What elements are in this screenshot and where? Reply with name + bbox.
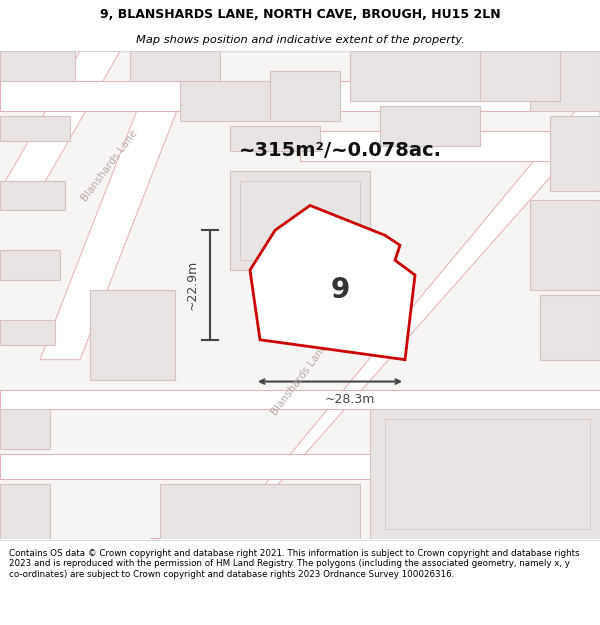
Polygon shape <box>0 51 600 539</box>
Polygon shape <box>0 81 600 111</box>
Polygon shape <box>40 51 200 359</box>
Polygon shape <box>380 106 480 146</box>
Polygon shape <box>350 51 510 101</box>
Polygon shape <box>180 81 270 121</box>
Text: Contains OS data © Crown copyright and database right 2021. This information is : Contains OS data © Crown copyright and d… <box>9 549 580 579</box>
Polygon shape <box>550 116 600 191</box>
Polygon shape <box>300 131 600 161</box>
Polygon shape <box>530 51 600 111</box>
Polygon shape <box>250 206 415 359</box>
Polygon shape <box>0 454 600 479</box>
Polygon shape <box>130 51 220 81</box>
Polygon shape <box>160 484 360 539</box>
Polygon shape <box>270 71 340 121</box>
Polygon shape <box>0 484 50 539</box>
Polygon shape <box>0 250 60 280</box>
Text: Blanshards Lane: Blanshards Lane <box>270 342 330 417</box>
Text: ~28.3m: ~28.3m <box>325 393 375 406</box>
Polygon shape <box>0 51 75 81</box>
Polygon shape <box>0 409 50 449</box>
Text: Map shows position and indicative extent of the property.: Map shows position and indicative extent… <box>136 35 464 45</box>
Text: Blanshards Lane: Blanshards Lane <box>80 128 140 203</box>
Polygon shape <box>0 51 120 191</box>
Text: 9: 9 <box>331 276 350 304</box>
Polygon shape <box>0 116 70 141</box>
Polygon shape <box>370 409 600 539</box>
Polygon shape <box>480 51 560 101</box>
Polygon shape <box>230 171 370 270</box>
Polygon shape <box>0 320 55 345</box>
Polygon shape <box>540 295 600 359</box>
Text: ~315m²/~0.078ac.: ~315m²/~0.078ac. <box>239 141 442 160</box>
Polygon shape <box>530 201 600 290</box>
Polygon shape <box>0 389 600 409</box>
Polygon shape <box>150 81 600 539</box>
Text: 9, BLANSHARDS LANE, NORTH CAVE, BROUGH, HU15 2LN: 9, BLANSHARDS LANE, NORTH CAVE, BROUGH, … <box>100 8 500 21</box>
Text: ~22.9m: ~22.9m <box>185 260 199 310</box>
Polygon shape <box>0 181 65 211</box>
Polygon shape <box>230 126 320 151</box>
Polygon shape <box>90 290 175 379</box>
